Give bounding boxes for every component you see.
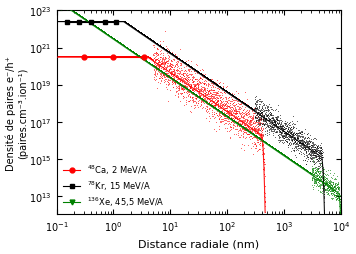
Legend: $^{48}$Ca, 2 MeV/A, $^{78}$Kr, 15 MeV/A, $^{136}$Xe, 45,5 MeV/A: $^{48}$Ca, 2 MeV/A, $^{78}$Kr, 15 MeV/A,… — [61, 160, 167, 210]
$^{48}$Ca, 2 MeV/A — [111, 56, 116, 59]
$^{136}$Xe, 45,5 MeV/A — [82, 7, 86, 10]
$^{78}$Kr, 15 MeV/A — [103, 21, 107, 24]
$^{48}$Ca, 2 MeV/A — [142, 56, 147, 59]
$^{78}$Kr, 15 MeV/A — [64, 21, 69, 24]
X-axis label: Distance radiale (nm): Distance radiale (nm) — [138, 239, 260, 248]
$^{136}$Xe, 45,5 MeV/A — [64, 7, 69, 10]
$^{78}$Kr, 15 MeV/A — [89, 21, 93, 24]
$^{78}$Kr, 15 MeV/A — [114, 21, 118, 24]
$^{136}$Xe, 45,5 MeV/A — [72, 7, 76, 10]
Line: $^{78}$Kr, 15 MeV/A: $^{78}$Kr, 15 MeV/A — [64, 20, 118, 25]
$^{48}$Ca, 2 MeV/A — [82, 56, 86, 59]
Y-axis label: Densité de paires e⁻/h⁺
(paires.cm⁻³.ion⁻¹): Densité de paires e⁻/h⁺ (paires.cm⁻³.ion… — [6, 56, 28, 170]
Line: $^{136}$Xe, 45,5 MeV/A: $^{136}$Xe, 45,5 MeV/A — [59, 6, 86, 11]
$^{78}$Kr, 15 MeV/A — [77, 21, 81, 24]
Line: $^{48}$Ca, 2 MeV/A: $^{48}$Ca, 2 MeV/A — [81, 56, 147, 60]
$^{136}$Xe, 45,5 MeV/A — [59, 7, 63, 10]
